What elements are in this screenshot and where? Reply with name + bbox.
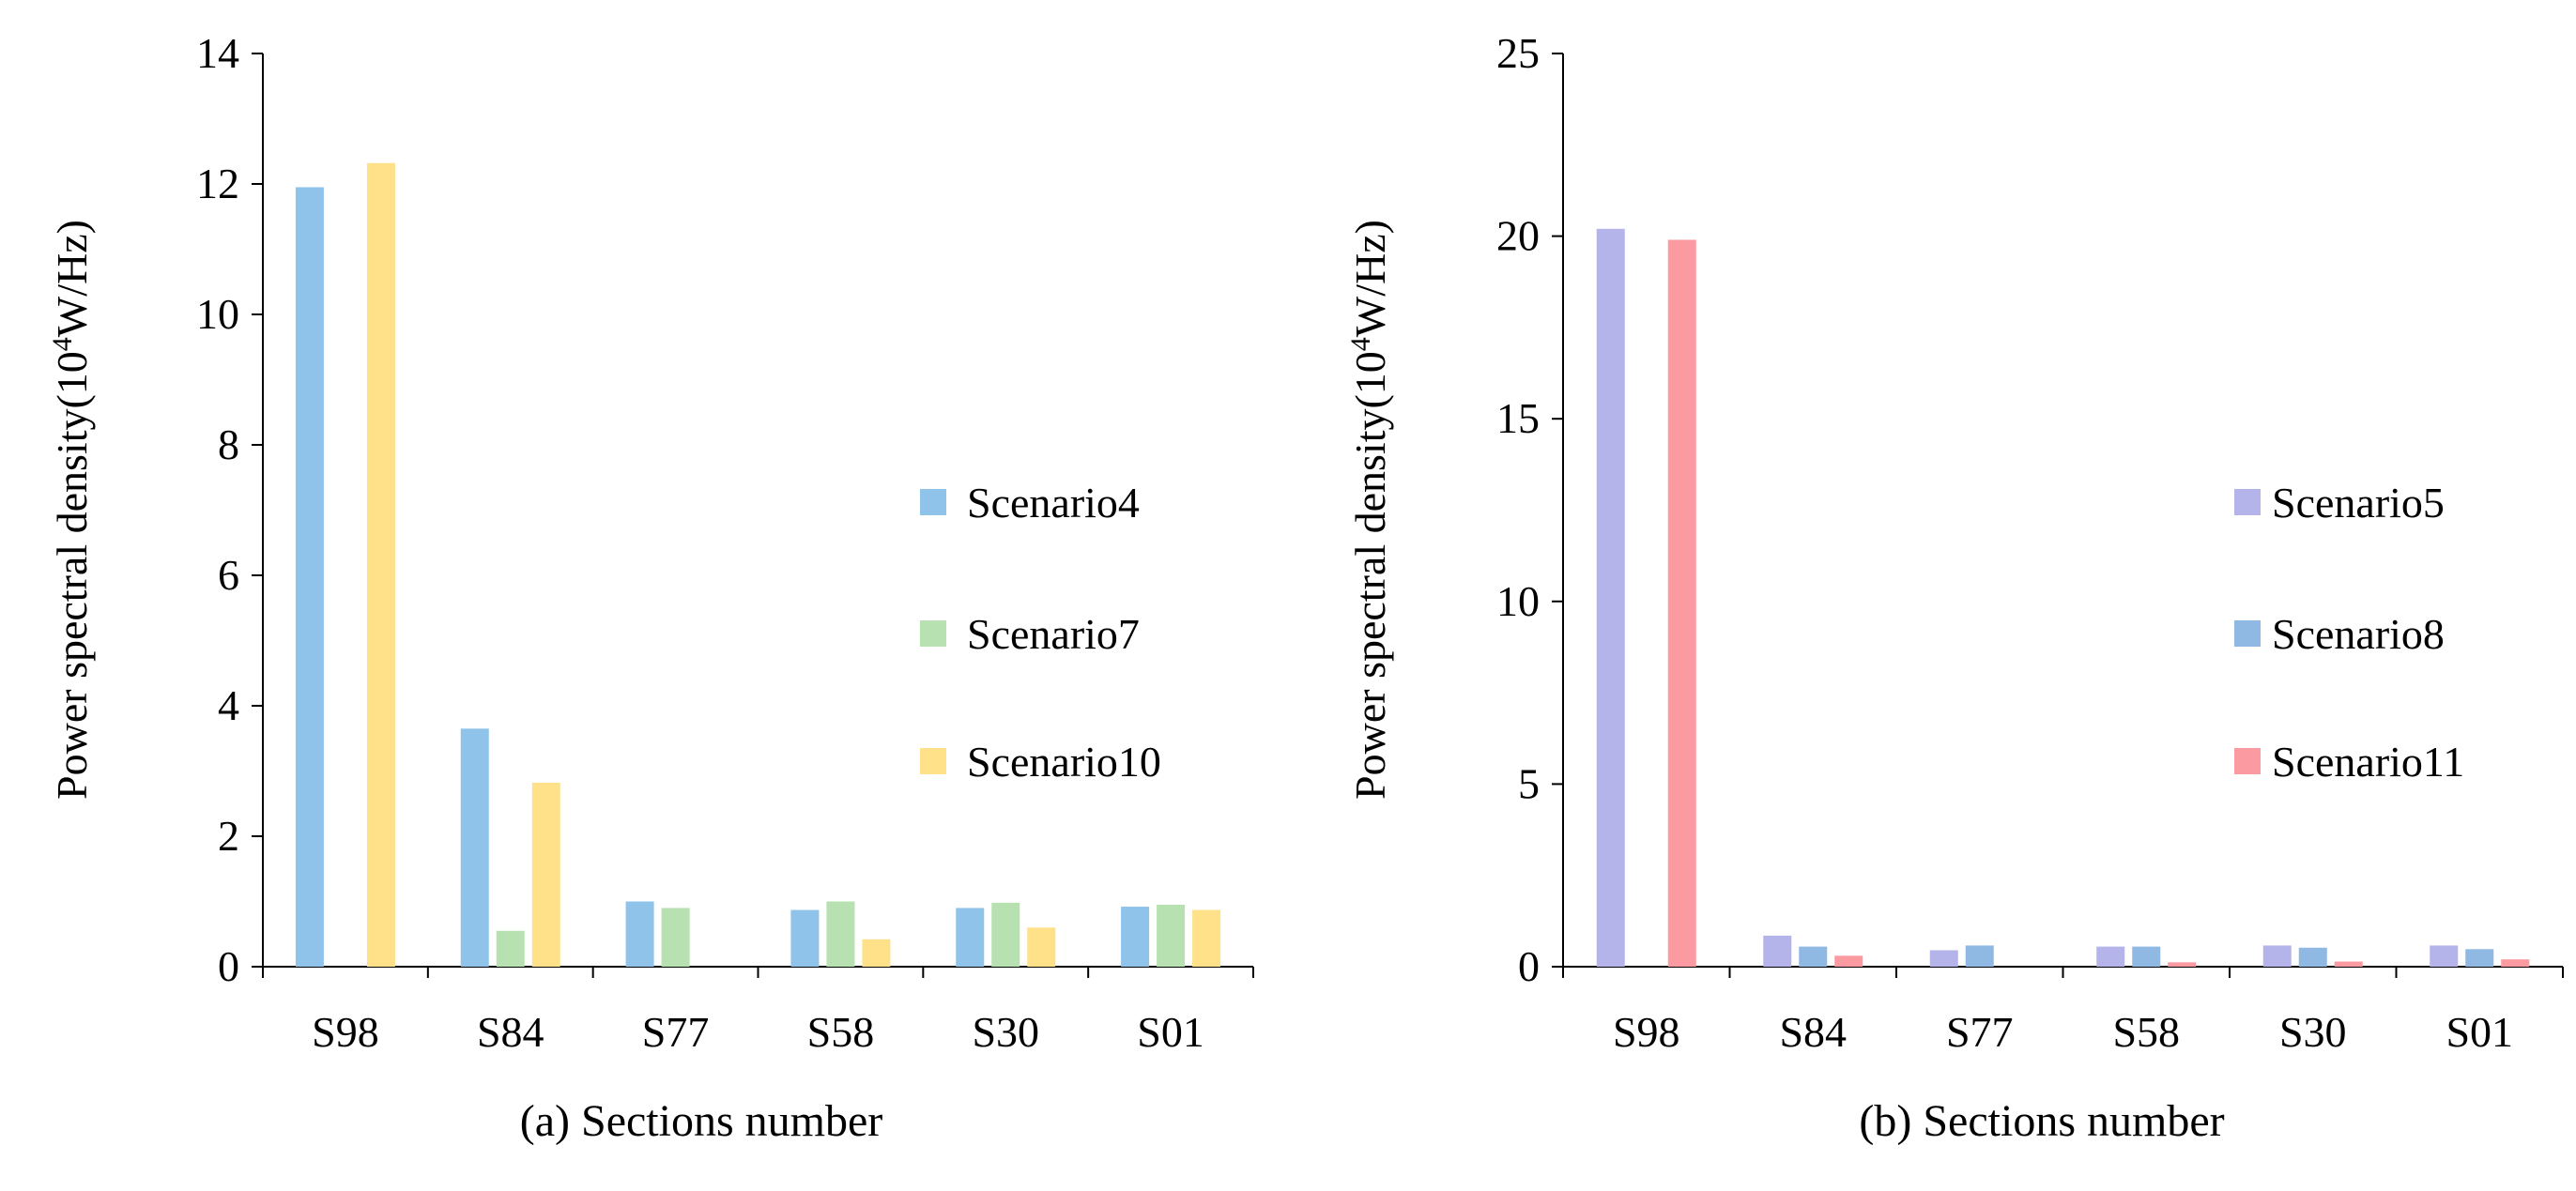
chart-a-legend-label-scenario7: Scenario7 xyxy=(967,610,1140,658)
chart-b-x-title: (b) Sections number xyxy=(1859,1096,2224,1146)
chart-a-bar-scenario10-s01 xyxy=(1192,909,1221,967)
chart-panel-a: 0 2 4 6 8 10 12 14 S98 S84 S77 S58 S30 S01 Scenario4 Sc… xyxy=(47,29,1254,1146)
chart-a-bar-scenario4-s98 xyxy=(295,187,324,968)
chart-b-xtick-label: S84 xyxy=(1779,1008,1847,1056)
chart-a-legend-swatch-scenario4 xyxy=(920,489,946,515)
chart-a-bar-scenario10-s98 xyxy=(366,162,395,967)
chart-a-ytick-label: 0 xyxy=(218,942,239,990)
chart-a-legend-label-scenario10: Scenario10 xyxy=(967,738,1161,786)
chart-b-bar-scenario5-s01 xyxy=(2430,945,2459,967)
chart-a-legend-label-scenario4: Scenario4 xyxy=(967,479,1140,527)
chart-b-bar-scenario5-s98 xyxy=(1596,228,1625,968)
chart-b-legend-swatch-scenario5 xyxy=(2234,489,2261,515)
chart-b-ytick-label: 25 xyxy=(1496,29,1540,77)
chart-b-bar-scenario11-s30 xyxy=(2334,961,2363,967)
chart-a-bar-scenario7-s77 xyxy=(661,908,690,967)
chart-b-legend-label-scenario8: Scenario8 xyxy=(2272,610,2445,658)
chart-b-legend-swatch-scenario8 xyxy=(2234,620,2261,647)
chart-a-bar-scenario7-s30 xyxy=(991,902,1020,967)
chart-a-bar-scenario4-s30 xyxy=(956,908,985,967)
chart-a-bar-scenario7-s58 xyxy=(826,901,855,967)
chart-b-bar-scenario5-s58 xyxy=(2096,946,2125,967)
chart-a-xtick-label: S98 xyxy=(312,1008,379,1056)
chart-b-legend-label-scenario11: Scenario11 xyxy=(2272,738,2464,786)
chart-b-ytick-label: 15 xyxy=(1496,394,1540,442)
chart-a-bar-scenario10-s30 xyxy=(1027,927,1056,967)
chart-a-ytick-label: 4 xyxy=(218,681,239,729)
chart-a-xtick-label: S30 xyxy=(972,1008,1039,1056)
chart-a-ytick-label: 8 xyxy=(218,420,239,468)
chart-b-bar-scenario11-s84 xyxy=(1834,955,1863,967)
chart-b-xtick-label: S58 xyxy=(2112,1008,2180,1056)
chart-a-bar-scenario4-s58 xyxy=(790,909,820,967)
chart-b-ytick-label: 0 xyxy=(1518,942,1540,990)
chart-a-legend-swatch-scenario10 xyxy=(920,748,946,774)
chart-a-bar-scenario7-s01 xyxy=(1157,904,1186,967)
chart-b-xtick-label: S98 xyxy=(1613,1008,1680,1056)
chart-b-bar-scenario11-s58 xyxy=(2168,962,2197,967)
chart-a-bar-scenario4-s84 xyxy=(460,728,489,967)
chart-b-ytick-label: 5 xyxy=(1518,759,1540,807)
chart-a-xtick-label: S84 xyxy=(477,1008,544,1056)
chart-b-y-title: Power spectral density(104W/Hz) xyxy=(1345,220,1395,800)
chart-a-xtick-label: S01 xyxy=(1137,1008,1204,1056)
chart-b-bar-scenario8-s77 xyxy=(1965,945,1994,967)
chart-b-bar-scenario8-s01 xyxy=(2465,949,2494,967)
chart-a-x-title: (a) Sections number xyxy=(520,1096,883,1146)
chart-a-ytick-label: 6 xyxy=(218,551,239,599)
chart-a-y-title: Power spectral density(104W/Hz) xyxy=(47,220,97,800)
chart-b-legend-swatch-scenario11 xyxy=(2234,748,2261,774)
chart-a-xtick-label: S58 xyxy=(807,1008,875,1056)
chart-b-bar-scenario8-s30 xyxy=(2298,947,2327,967)
chart-a-bar-scenario4-s77 xyxy=(625,901,654,967)
chart-b-bar-scenario8-s84 xyxy=(1799,946,1828,967)
chart-a-ytick-label: 14 xyxy=(196,29,239,77)
chart-b-legend-label-scenario5: Scenario5 xyxy=(2272,479,2445,527)
chart-a-bar-scenario10-s84 xyxy=(531,783,560,967)
chart-a-ytick-label: 10 xyxy=(196,290,239,338)
chart-b-bar-scenario5-s84 xyxy=(1763,935,1792,967)
chart-b-bar-scenario8-s58 xyxy=(2132,946,2161,967)
chart-b-xtick-label: S01 xyxy=(2446,1008,2513,1056)
chart-a-ytick-label: 2 xyxy=(218,812,239,860)
chart-b-ytick-label: 10 xyxy=(1496,577,1540,625)
chart-b-xtick-label: S30 xyxy=(2279,1008,2347,1056)
chart-b-bar-scenario11-s01 xyxy=(2501,959,2530,967)
chart-a-legend-swatch-scenario7 xyxy=(920,620,946,647)
chart-a-xtick-label: S77 xyxy=(642,1008,710,1056)
chart-panel-b: 0 5 10 15 20 25 S98 S84 S77 S58 S30 S01 Scenario5 Sce… xyxy=(1345,29,2564,1146)
chart-a-ytick-label: 12 xyxy=(196,160,239,207)
chart-b-bar-scenario5-s30 xyxy=(2262,945,2292,967)
chart-a-bar-scenario4-s01 xyxy=(1121,907,1150,967)
chart-a-bar-scenario10-s58 xyxy=(862,939,891,967)
chart-b-ytick-label: 20 xyxy=(1496,212,1540,260)
chart-a-bar-scenario7-s84 xyxy=(496,930,525,967)
chart-b-bar-scenario11-s98 xyxy=(1667,239,1696,967)
chart-b-bar-scenario5-s77 xyxy=(1929,950,1958,967)
chart-b-xtick-label: S77 xyxy=(1946,1008,2014,1056)
